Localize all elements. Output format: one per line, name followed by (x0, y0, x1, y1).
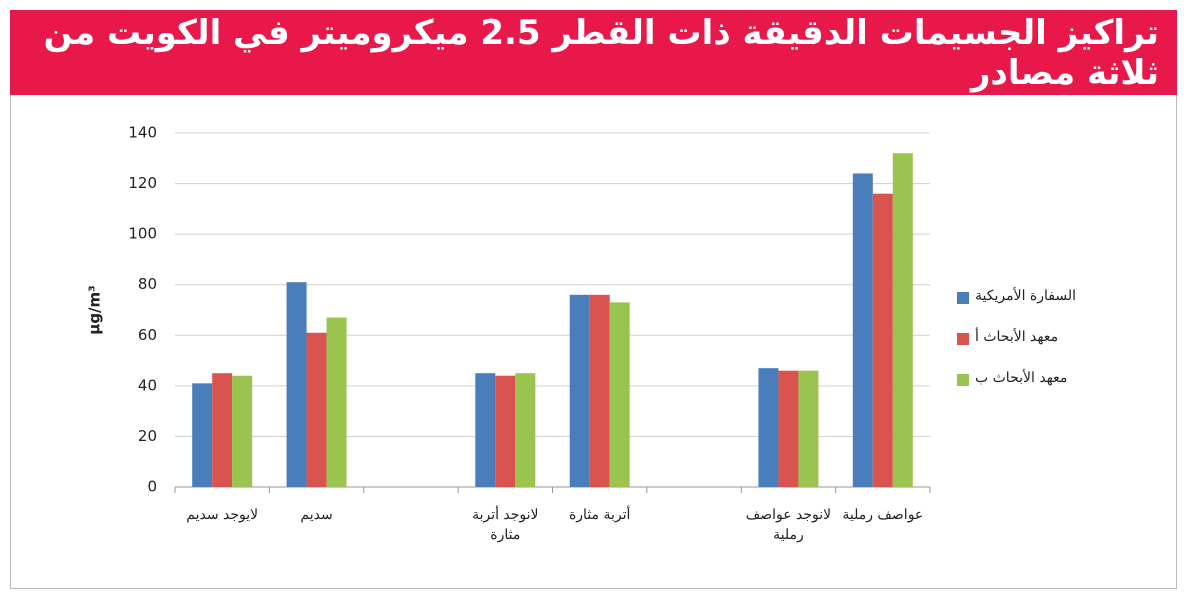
x-tick-label: لانوجد عواصف رملية (745, 507, 832, 543)
legend-label: السفارة الأمريكية (975, 288, 1076, 304)
bar (778, 370, 799, 487)
bar (609, 302, 630, 487)
legend-swatch (957, 374, 969, 386)
legend-label: معهد الأبحاث ب (975, 370, 1068, 386)
x-tick-label: أتربة مثارة (568, 507, 631, 523)
bar (589, 294, 610, 487)
y-tick-label: 0 (147, 478, 157, 496)
x-tick-label: عواصف رملية (842, 507, 924, 523)
title-banner: تراكيز الجسيمات الدقيقة ذات القطر 2.5 مي… (10, 10, 1177, 95)
legend-swatch (957, 292, 969, 304)
x-tick-label: سديم (300, 507, 333, 523)
y-tick-label: 80 (138, 275, 157, 293)
y-tick-label: 100 (128, 225, 157, 243)
y-tick-label: 20 (138, 427, 157, 445)
y-tick-label: 120 (128, 174, 157, 192)
x-tick-label: لايوجد سديم (186, 507, 259, 523)
y-axis-label: µg/m³ (86, 285, 104, 334)
bar (475, 373, 496, 487)
legend-swatch (957, 333, 969, 345)
bar (286, 282, 307, 487)
bar (515, 373, 536, 487)
bar (326, 317, 347, 487)
bar (306, 332, 327, 487)
chart-panel (10, 95, 1177, 589)
bar (852, 173, 873, 487)
bar (212, 373, 233, 487)
bar (495, 375, 516, 487)
bar (232, 375, 253, 487)
y-tick-label: 60 (138, 326, 157, 344)
y-tick-label: 140 (128, 124, 157, 142)
bar (569, 294, 590, 487)
bar (192, 383, 213, 487)
bar (798, 370, 819, 487)
bar (872, 193, 893, 487)
x-tick-label: لانوجد أتربة مثارة (472, 507, 539, 543)
legend-label: معهد الأبحاث أ (975, 329, 1059, 345)
y-tick-label: 40 (138, 376, 157, 394)
bar (758, 368, 779, 487)
bar (892, 153, 913, 487)
